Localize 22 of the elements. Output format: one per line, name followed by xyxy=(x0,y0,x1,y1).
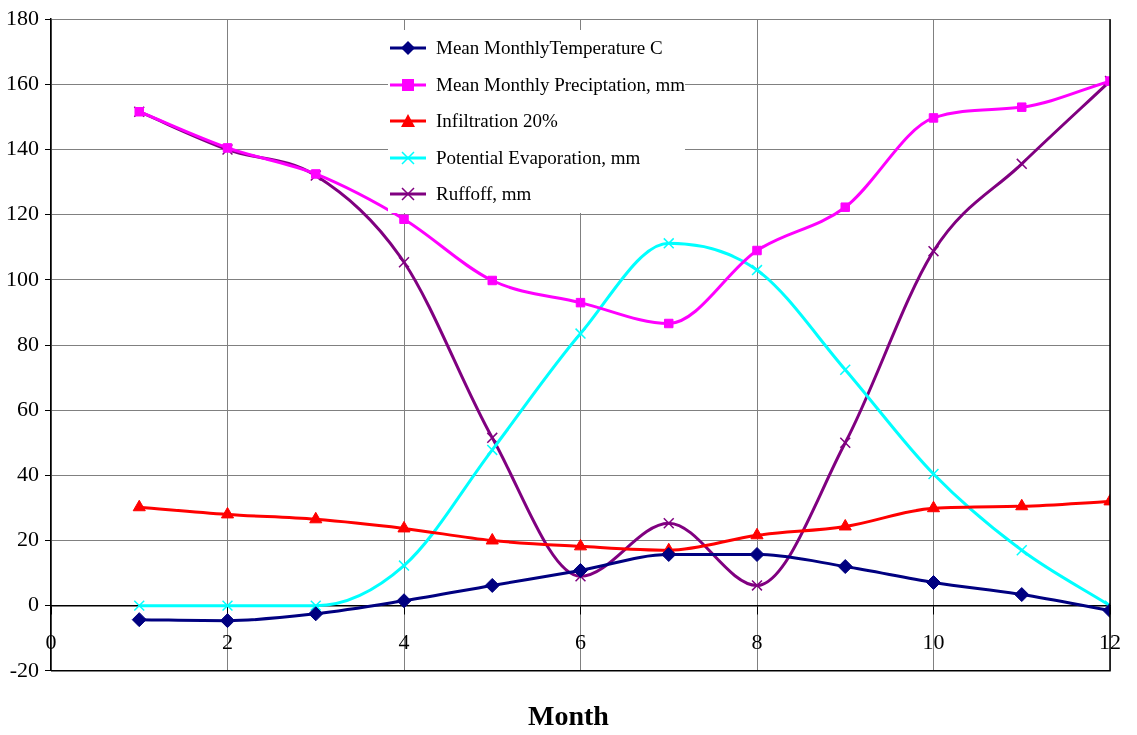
legend-label: Ruffoff, mm xyxy=(436,183,532,206)
legend-label: Infiltration 20% xyxy=(436,110,558,133)
y-tick-label: 160 xyxy=(6,70,39,96)
legend-label: Mean MonthlyTemperature C xyxy=(436,37,663,60)
x-tick-label: 8 xyxy=(751,628,763,654)
y-tick-label: 120 xyxy=(6,200,39,226)
x-tick-label: 10 xyxy=(922,628,945,654)
y-tick-label: -20 xyxy=(9,656,39,682)
legend-label: Potential Evaporation, mm xyxy=(436,146,641,169)
y-tick-label: 0 xyxy=(28,591,39,617)
x-axis-title: Month xyxy=(527,700,610,732)
y-tick-label: 140 xyxy=(6,135,39,161)
x-tick-label: 6 xyxy=(575,628,586,654)
legend-label: Mean Monthly Preciptation, mm xyxy=(436,73,686,96)
y-tick-label: 60 xyxy=(17,395,39,421)
y-tick-label: 20 xyxy=(17,526,39,552)
x-tick-label: 4 xyxy=(398,628,410,654)
y-tick-label: 180 xyxy=(6,4,39,30)
y-tick-label: 40 xyxy=(17,461,39,487)
y-tick-label: 100 xyxy=(6,265,39,291)
y-tick-label: 80 xyxy=(17,330,39,356)
x-tick-label: 2 xyxy=(222,628,233,654)
